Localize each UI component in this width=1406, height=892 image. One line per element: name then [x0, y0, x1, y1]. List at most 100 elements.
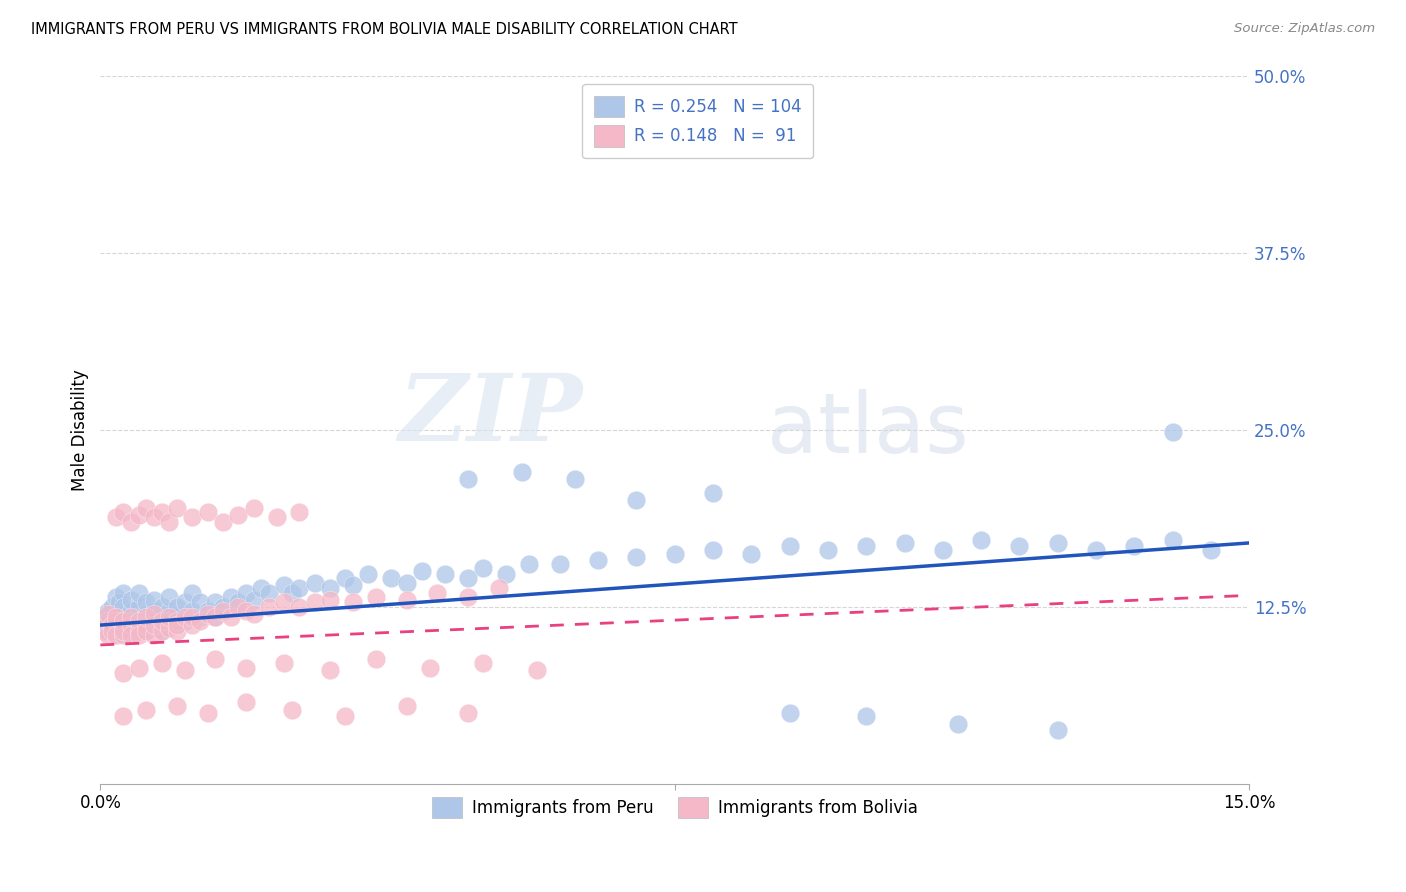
Point: [143, 607, 166, 621]
Point: [112, 624, 135, 638]
Point: [150, 657, 173, 671]
Point: [120, 609, 142, 624]
Point: [101, 599, 124, 614]
Point: [380, 571, 402, 585]
Point: [364, 652, 387, 666]
Point: [335, 571, 357, 585]
Point: [166, 624, 188, 638]
Point: [128, 618, 150, 632]
Point: [128, 609, 150, 624]
Point: [135, 624, 157, 638]
Point: [197, 706, 219, 720]
Point: [342, 578, 364, 592]
Point: [226, 599, 249, 614]
Point: [219, 609, 242, 624]
Point: [779, 706, 801, 720]
Point: [893, 536, 915, 550]
Point: [157, 604, 180, 618]
Point: [197, 505, 219, 519]
Point: [411, 564, 433, 578]
Point: [150, 624, 173, 638]
Point: [93, 609, 115, 624]
Point: [946, 717, 969, 731]
Point: [128, 624, 150, 638]
Legend: Immigrants from Peru, Immigrants from Bolivia: Immigrants from Peru, Immigrants from Bo…: [425, 790, 925, 825]
Point: [548, 557, 571, 571]
Point: [664, 547, 686, 561]
Point: [273, 657, 295, 671]
Point: [564, 472, 586, 486]
Point: [150, 614, 173, 628]
Point: [173, 609, 195, 624]
Point: [128, 508, 150, 522]
Point: [120, 592, 142, 607]
Point: [120, 614, 142, 628]
Point: [235, 585, 257, 599]
Point: [181, 604, 204, 618]
Point: [143, 604, 166, 618]
Point: [204, 652, 226, 666]
Point: [235, 695, 257, 709]
Point: [626, 550, 648, 565]
Point: [112, 599, 135, 614]
Point: [97, 628, 120, 642]
Point: [108, 595, 131, 609]
Point: [319, 592, 342, 607]
Point: [235, 604, 257, 618]
Point: [115, 628, 138, 642]
Point: [779, 539, 801, 553]
Point: [112, 666, 135, 681]
Point: [457, 571, 479, 585]
Point: [181, 510, 204, 524]
Point: [157, 515, 180, 529]
Point: [457, 472, 479, 486]
Point: [197, 607, 219, 621]
Point: [166, 698, 188, 713]
Point: [135, 703, 157, 717]
Point: [226, 508, 249, 522]
Point: [97, 604, 120, 618]
Point: [101, 618, 124, 632]
Point: [335, 708, 357, 723]
Point: [212, 599, 235, 614]
Point: [150, 599, 173, 614]
Point: [204, 609, 226, 624]
Point: [104, 628, 127, 642]
Point: [143, 614, 166, 628]
Y-axis label: Male Disability: Male Disability: [72, 368, 89, 491]
Point: [135, 609, 157, 624]
Point: [510, 465, 533, 479]
Point: [235, 660, 257, 674]
Point: [304, 575, 326, 590]
Point: [212, 604, 235, 618]
Point: [188, 614, 211, 628]
Point: [97, 607, 120, 621]
Point: [115, 609, 138, 624]
Point: [112, 628, 135, 642]
Point: [166, 618, 188, 632]
Point: [143, 592, 166, 607]
Point: [157, 590, 180, 604]
Point: [472, 657, 495, 671]
Point: [242, 607, 264, 621]
Point: [395, 575, 418, 590]
Point: [395, 592, 418, 607]
Point: [472, 561, 495, 575]
Point: [1161, 425, 1184, 440]
Point: [226, 595, 249, 609]
Point: [817, 543, 839, 558]
Text: Source: ZipAtlas.com: Source: ZipAtlas.com: [1234, 22, 1375, 36]
Point: [104, 609, 127, 624]
Point: [266, 510, 288, 524]
Point: [135, 624, 157, 638]
Point: [1046, 723, 1069, 737]
Point: [173, 614, 195, 628]
Point: [173, 595, 195, 609]
Point: [932, 543, 955, 558]
Point: [128, 660, 150, 674]
Point: [128, 599, 150, 614]
Point: [495, 567, 517, 582]
Point: [288, 505, 311, 519]
Point: [433, 567, 456, 582]
Point: [419, 660, 441, 674]
